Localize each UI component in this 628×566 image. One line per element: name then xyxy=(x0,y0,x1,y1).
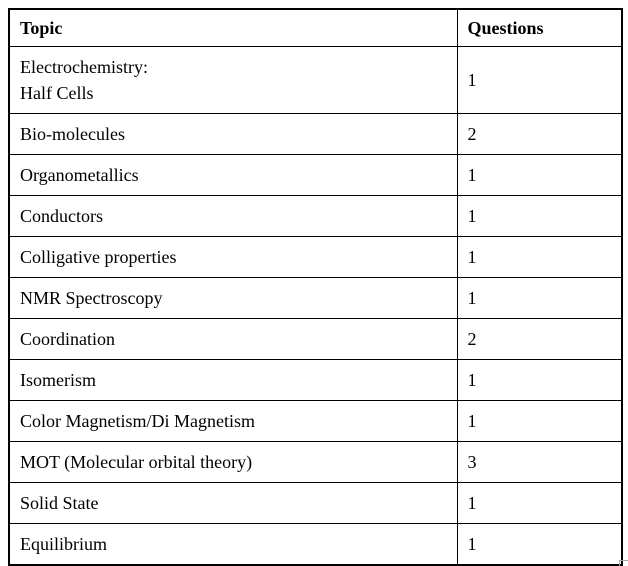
questions-cell: 1 xyxy=(456,236,623,278)
topic-cell: Equilibrium xyxy=(8,523,458,566)
questions-cell: 3 xyxy=(456,441,623,483)
topic-cell: Solid State xyxy=(8,482,458,524)
questions-cell: 1 xyxy=(456,195,623,237)
column-header-questions: Questions xyxy=(456,8,623,47)
topics-questions-table: Topic Questions Electrochemistry: Half C… xyxy=(8,8,623,566)
questions-cell: 2 xyxy=(456,318,623,360)
questions-cell: 1 xyxy=(456,277,623,319)
topic-cell: Colligative properties xyxy=(8,236,458,278)
questions-cell: 2 xyxy=(456,113,623,155)
questions-cell: 1 xyxy=(456,154,623,196)
table-row: Equilibrium 1 xyxy=(8,523,623,566)
topic-cell: Conductors xyxy=(8,195,458,237)
topic-cell: Coordination xyxy=(8,318,458,360)
questions-cell: 1 xyxy=(456,400,623,442)
cropped-corner-artifact xyxy=(619,560,628,566)
table-row: Electrochemistry: Half Cells 1 xyxy=(8,46,623,114)
questions-cell: 1 xyxy=(456,482,623,524)
table-row: Isomerism 1 xyxy=(8,359,623,401)
column-header-topic: Topic xyxy=(8,8,458,47)
topic-cell: Bio-molecules xyxy=(8,113,458,155)
table-row: MOT (Molecular orbital theory) 3 xyxy=(8,441,623,483)
table-row: Bio-molecules 2 xyxy=(8,113,623,155)
table-body: Electrochemistry: Half Cells 1 Bio-molec… xyxy=(8,46,623,566)
questions-cell: 1 xyxy=(456,523,623,566)
table-row: Conductors 1 xyxy=(8,195,623,237)
questions-cell: 1 xyxy=(456,359,623,401)
topic-cell: NMR Spectroscopy xyxy=(8,277,458,319)
table-row: Colligative properties 1 xyxy=(8,236,623,278)
topic-cell: Isomerism xyxy=(8,359,458,401)
header-row: Topic Questions xyxy=(8,8,623,47)
topic-cell: Organometallics xyxy=(8,154,458,196)
topic-cell: Color Magnetism/Di Magnetism xyxy=(8,400,458,442)
topic-cell: MOT (Molecular orbital theory) xyxy=(8,441,458,483)
table-row: Organometallics 1 xyxy=(8,154,623,196)
table-row: Coordination 2 xyxy=(8,318,623,360)
topic-cell: Electrochemistry: Half Cells xyxy=(8,46,458,114)
questions-cell: 1 xyxy=(456,46,623,114)
table-row: NMR Spectroscopy 1 xyxy=(8,277,623,319)
table-row: Color Magnetism/Di Magnetism 1 xyxy=(8,400,623,442)
table-row: Solid State 1 xyxy=(8,482,623,524)
